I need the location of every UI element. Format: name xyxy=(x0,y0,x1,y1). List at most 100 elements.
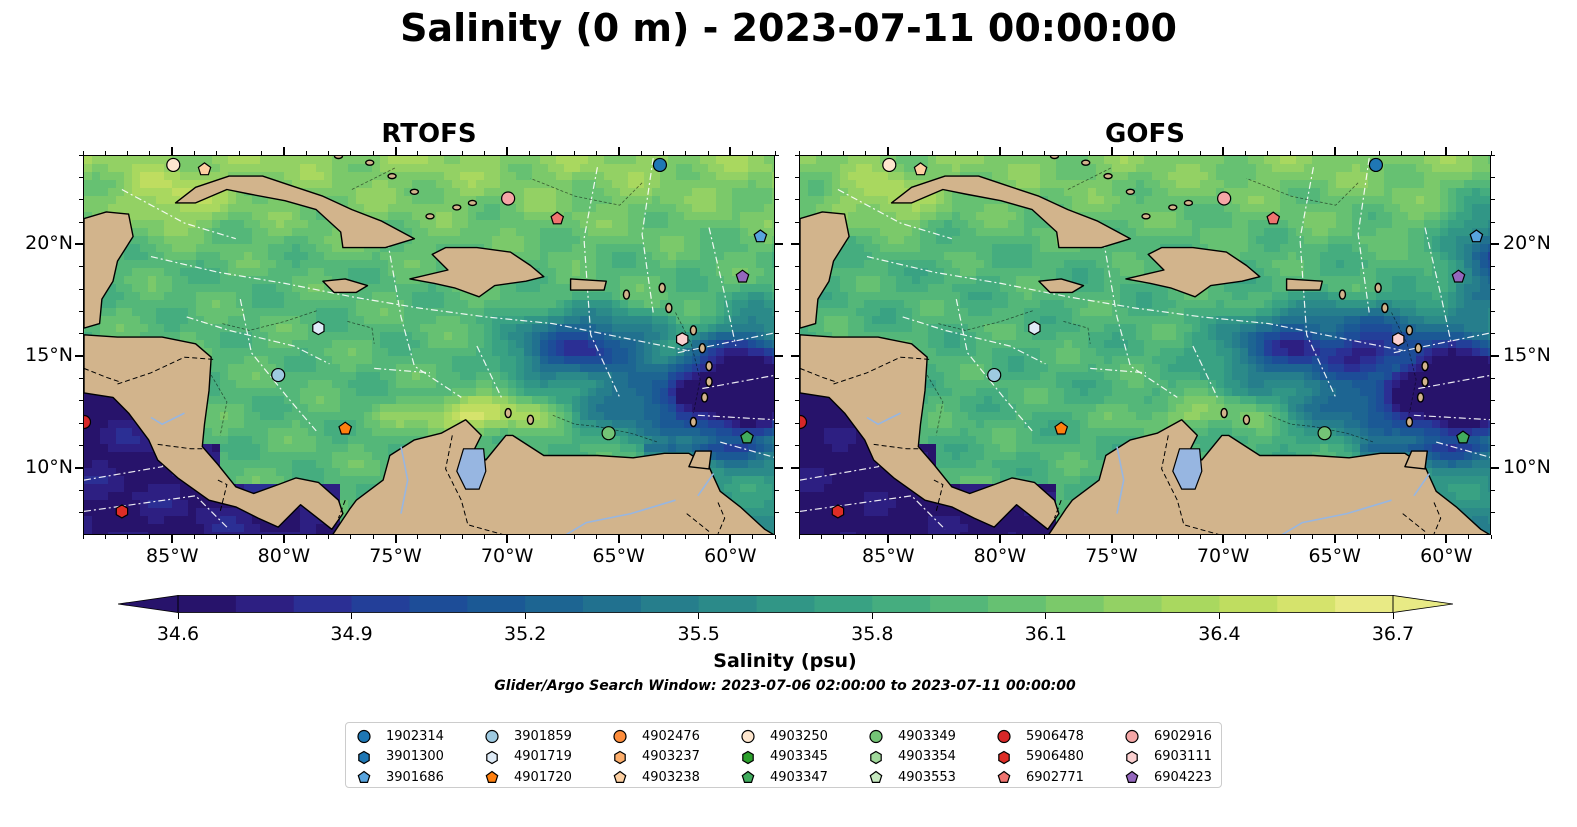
y-minor-tick xyxy=(79,288,83,290)
map-panel-gofs[interactable] xyxy=(799,155,1491,535)
float-3901686 xyxy=(1469,229,1484,243)
x-tick-mark xyxy=(887,535,890,543)
x-minor-tick xyxy=(372,151,374,155)
land-trinidad xyxy=(688,450,712,470)
y-minor-tick xyxy=(775,378,779,380)
x-minor-tick xyxy=(1401,151,1403,155)
float-1902314 xyxy=(652,157,668,173)
salinity-map-svg xyxy=(800,156,1490,534)
y-minor-tick xyxy=(795,221,799,223)
y-tick-label-right: 15°N xyxy=(1503,344,1551,367)
x-minor-tick xyxy=(954,535,956,539)
y-minor-tick xyxy=(775,400,779,402)
x-minor-tick xyxy=(82,151,84,155)
lake-maracaibo xyxy=(456,448,487,490)
x-minor-tick xyxy=(417,535,419,539)
land-yucatan xyxy=(800,211,850,329)
y-minor-tick xyxy=(1491,266,1495,268)
float-3901859 xyxy=(271,367,286,383)
land-cuba xyxy=(890,175,1132,249)
x-minor-tick xyxy=(595,151,597,155)
y-tick-mark xyxy=(1491,243,1499,246)
x-minor-tick xyxy=(640,151,642,155)
y-minor-tick xyxy=(1491,310,1495,312)
x-tick-mark xyxy=(1333,535,1336,543)
y-minor-tick xyxy=(775,243,779,245)
y-minor-tick xyxy=(795,400,799,402)
legend-item: 4901719 xyxy=(484,747,612,768)
x-minor-tick xyxy=(1066,535,1068,539)
y-minor-tick xyxy=(79,400,83,402)
land-centralAmerica xyxy=(84,334,344,530)
boundary-lines xyxy=(84,158,774,530)
x-minor-tick xyxy=(932,151,934,155)
x-minor-tick xyxy=(843,151,845,155)
legend-label: 4903354 xyxy=(898,749,956,765)
colorbar-tick-mark xyxy=(1218,613,1220,619)
y-minor-tick xyxy=(775,288,779,290)
y-minor-tick xyxy=(775,310,779,312)
x-minor-tick xyxy=(1445,535,1447,539)
x-minor-tick xyxy=(528,151,530,155)
x-minor-tick xyxy=(1423,151,1425,155)
x-minor-tick xyxy=(372,535,374,539)
legend-item: 4903250 xyxy=(740,726,868,747)
y-minor-tick xyxy=(775,489,779,491)
legend-label: 4903237 xyxy=(642,749,700,765)
colorbar-tick-label: 36.7 xyxy=(1371,623,1415,645)
x-minor-tick xyxy=(932,535,934,539)
legend-label: 6902771 xyxy=(1026,769,1084,785)
hexagon-marker-icon xyxy=(870,750,882,764)
x-tick-mark xyxy=(394,535,397,543)
x-tick-label: 75°W xyxy=(369,545,422,567)
rivers xyxy=(866,412,1431,534)
y-minor-tick xyxy=(775,445,779,447)
y-minor-tick xyxy=(1491,243,1495,245)
x-tick-label: 85°W xyxy=(146,545,199,567)
float-4903238 xyxy=(913,162,928,176)
legend-label: 3901300 xyxy=(386,749,444,765)
x-minor-tick xyxy=(662,535,664,539)
y-minor-tick xyxy=(1491,355,1495,357)
circle-marker-icon xyxy=(485,730,499,744)
legend-item: 6904223 xyxy=(1124,767,1252,788)
y-minor-tick xyxy=(1491,512,1495,514)
y-minor-tick xyxy=(79,154,83,156)
legend-label: 4901719 xyxy=(514,749,572,765)
x-minor-tick xyxy=(1088,535,1090,539)
y-minor-tick xyxy=(79,489,83,491)
x-minor-tick xyxy=(551,151,553,155)
y-minor-tick xyxy=(1491,199,1495,201)
search-window-note: Glider/Argo Search Window: 2023-07-06 02… xyxy=(494,678,1076,694)
x-tick-label: 85°W xyxy=(862,545,915,567)
x-minor-tick xyxy=(104,535,106,539)
x-minor-tick xyxy=(328,151,330,155)
legend-label: 6904223 xyxy=(1154,769,1212,785)
legend-label: 5906478 xyxy=(1026,728,1084,744)
x-minor-tick xyxy=(573,535,575,539)
float-4901719 xyxy=(312,320,325,336)
y-minor-tick xyxy=(79,467,83,469)
y-minor-tick xyxy=(795,378,799,380)
x-minor-tick xyxy=(865,151,867,155)
float-4903238 xyxy=(197,162,212,176)
map-panel-rtofs[interactable] xyxy=(83,155,775,535)
y-minor-tick xyxy=(79,266,83,268)
float-3901859 xyxy=(987,367,1002,383)
lake-maracaibo xyxy=(1172,448,1203,490)
x-minor-tick xyxy=(328,535,330,539)
float-6902771 xyxy=(550,211,565,225)
y-minor-tick xyxy=(1491,445,1495,447)
country-borders xyxy=(800,356,1442,534)
legend-item: 1902314 xyxy=(356,726,484,747)
landmass xyxy=(84,156,774,534)
x-minor-tick xyxy=(1111,151,1113,155)
x-minor-tick xyxy=(1177,151,1179,155)
x-minor-tick xyxy=(395,151,397,155)
landmass xyxy=(800,156,1490,534)
land-puertoRico xyxy=(569,278,607,291)
float-3901686 xyxy=(753,229,768,243)
legend-item: 4903237 xyxy=(612,747,740,768)
x-minor-tick xyxy=(171,151,173,155)
x-tick-label: 80°W xyxy=(257,545,311,567)
